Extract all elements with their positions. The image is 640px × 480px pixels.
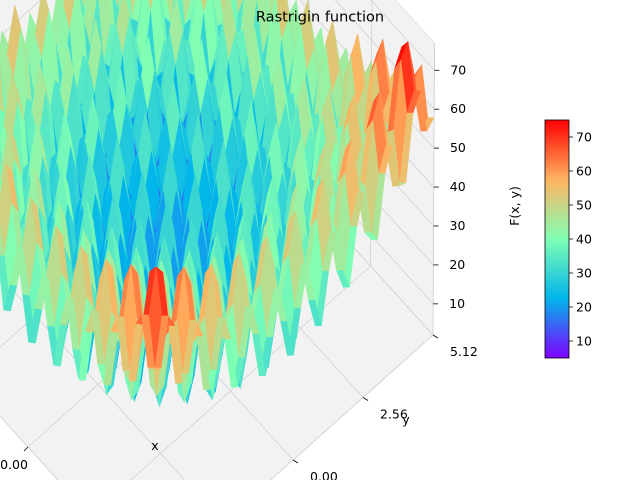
colorbar-tick-label: 20 (576, 300, 592, 315)
z-tick-label: 10 (449, 296, 465, 311)
surface-patch (236, 0, 243, 15)
grid-line (334, 0, 435, 110)
y-tick-label: 2.56 (380, 407, 408, 422)
colorbar-tick-label: 50 (576, 198, 592, 213)
z-tick-label: 50 (450, 140, 466, 155)
z-axis-label: F(x, y) (507, 186, 522, 226)
z-tick-label: 70 (450, 62, 466, 77)
grid-line (432, 42, 435, 336)
z-tick-label: 60 (450, 101, 466, 116)
surface (0, 0, 435, 407)
axis-ticks: −5.12−2.560.002.565.12−2.560.002.565.121… (0, 62, 478, 480)
y-tick-label: 5.12 (450, 344, 478, 359)
y-tick-mark (292, 459, 299, 464)
colorbar-tick-label: 10 (576, 334, 592, 349)
colorbar-tick-label: 70 (576, 130, 592, 145)
colorbar-tick-label: 30 (576, 266, 592, 281)
x-tick-label: 0.00 (0, 457, 28, 472)
y-axis-label: y (402, 412, 410, 427)
chart-title: Rastrigin function (256, 10, 384, 26)
colorbar (544, 119, 570, 359)
x-tick-mark (23, 446, 29, 452)
surface-patch (147, 367, 162, 369)
y-tick-mark (362, 397, 369, 401)
colorbar-tick-label: 60 (576, 164, 592, 179)
colorbar-tick-label: 40 (576, 232, 592, 247)
grid-line (370, 0, 435, 71)
x-axis-label: x (151, 438, 158, 453)
y-tick-mark (432, 334, 439, 339)
z-tick-label: 30 (450, 218, 466, 233)
z-tick-label: 40 (450, 179, 466, 194)
colorbar-ticks: 10 20 30 40 50 60 70 (569, 130, 592, 349)
y-tick-label: 0.00 (310, 469, 338, 480)
z-tick-label: 20 (449, 257, 465, 272)
